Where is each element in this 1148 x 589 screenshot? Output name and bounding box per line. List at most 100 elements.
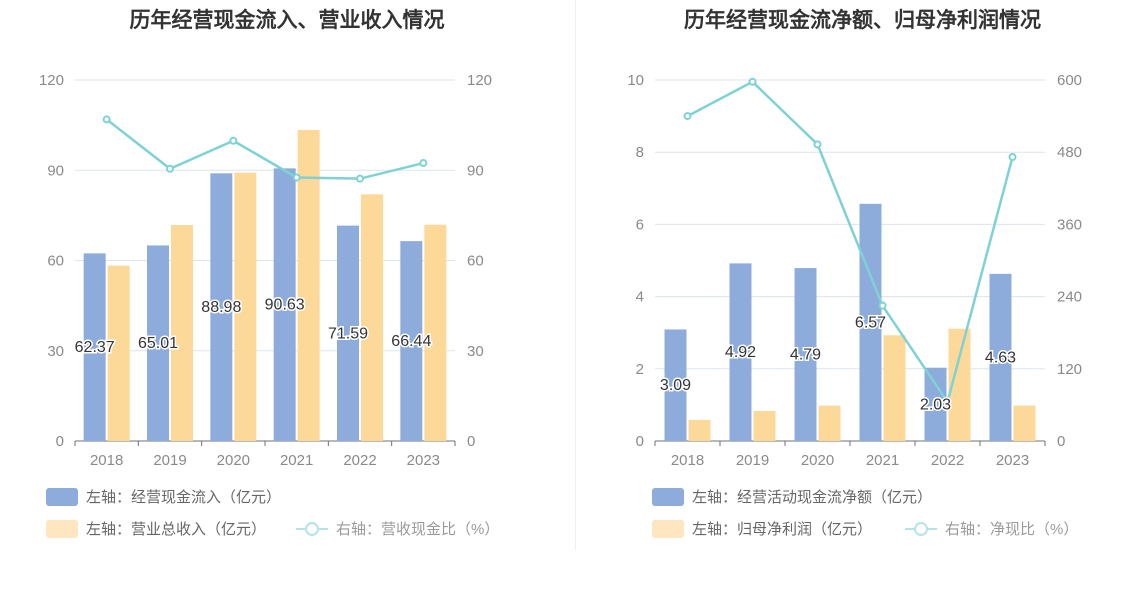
x-axis-tick-label: 2022 xyxy=(931,452,964,469)
x-axis-tick-label: 2019 xyxy=(736,452,769,469)
x-axis-tick-label: 2020 xyxy=(217,452,250,469)
data-label: 90.63 xyxy=(265,297,305,314)
data-label: 88.98 xyxy=(201,299,241,316)
bar-series-1 xyxy=(210,173,233,442)
left-axis-tick-label: 8 xyxy=(636,144,644,161)
bar-series-1 xyxy=(400,241,423,441)
bar-series-2 xyxy=(948,328,971,441)
data-label: 62.37 xyxy=(75,339,115,356)
bar-series-1 xyxy=(147,245,169,441)
bar-series-1 xyxy=(794,268,817,441)
data-label: 4.63 xyxy=(985,349,1016,366)
left-axis-tick-label: 4 xyxy=(636,289,644,306)
right-axis-tick-label: 60 xyxy=(467,253,484,270)
data-label: 4.79 xyxy=(790,347,821,364)
line-series xyxy=(686,80,1014,405)
data-label: 71.59 xyxy=(328,325,368,342)
legend-swatch xyxy=(652,488,684,506)
legend-swatch xyxy=(46,488,78,506)
legend-swatch xyxy=(46,520,78,538)
legend-line-marker xyxy=(914,522,928,536)
bar-series-2 xyxy=(171,225,193,441)
line-point xyxy=(419,159,428,168)
left-axis-tick-label: 2 xyxy=(636,361,644,378)
right-axis-tick-label: 120 xyxy=(467,72,492,89)
left-axis-tick-label: 10 xyxy=(627,72,644,89)
left-axis-tick-label: 30 xyxy=(47,343,64,360)
legend-line-marker xyxy=(305,522,319,536)
data-label: 3.09 xyxy=(660,377,691,394)
chart-title: 历年经营现金流入、营业收入情况 xyxy=(129,9,445,32)
bar-series-2 xyxy=(883,335,906,441)
data-label: 4.92 xyxy=(725,344,756,361)
x-axis-tick-label: 2023 xyxy=(996,452,1029,469)
bar-series-2 xyxy=(753,411,776,441)
line-point xyxy=(229,136,238,145)
line-series xyxy=(105,118,424,180)
line-point xyxy=(356,174,364,183)
line-point xyxy=(1008,153,1017,162)
left-axis-tick-label: 0 xyxy=(56,433,64,450)
line-point xyxy=(813,140,822,149)
panel-divider xyxy=(575,0,576,550)
bar-series-2 xyxy=(234,172,257,441)
x-axis-tick-label: 2019 xyxy=(153,452,186,469)
bar-series-2 xyxy=(361,194,383,441)
x-axis-tick-label: 2023 xyxy=(407,452,440,469)
chart-title: 历年经营现金流净额、归母净利润情况 xyxy=(684,9,1041,32)
line-point xyxy=(102,115,111,124)
bar-series-2 xyxy=(818,405,841,441)
x-axis-tick-label: 2021 xyxy=(280,452,313,469)
bar-series-1 xyxy=(664,329,687,441)
data-label: 2.03 xyxy=(920,396,951,413)
legend-label: 右轴：净现比（%） xyxy=(945,521,1078,538)
line-point xyxy=(748,77,757,86)
x-axis-tick-label: 2022 xyxy=(343,452,376,469)
right-axis-tick-label: 30 xyxy=(467,343,484,360)
left-axis-tick-label: 6 xyxy=(636,216,644,233)
bar-series-1 xyxy=(729,263,752,441)
legend-label: 左轴：营业总收入（亿元） xyxy=(86,521,266,538)
right-axis-tick-label: 600 xyxy=(1057,72,1082,89)
bar-series-1 xyxy=(273,168,296,442)
chart-cash-inflow-revenue: 0 0 30 30 60 60 90 90 120 120 2018 2019 2020 2021 2022… xyxy=(39,72,499,538)
data-label: 66.44 xyxy=(391,333,431,350)
x-axis-tick-label: 2018 xyxy=(671,452,704,469)
chart-net-cash-net-profit: 0 0 2 120 4 240 6 360 8 480 10 600 2018 2019 2020 2021 2… xyxy=(627,72,1082,538)
right-axis-tick-label: 120 xyxy=(1057,361,1082,378)
bar-series-2 xyxy=(424,224,447,441)
legend-label: 右轴：营收现金比（%） xyxy=(336,521,499,538)
bar-series-1 xyxy=(337,225,359,441)
left-axis-tick-label: 0 xyxy=(636,433,644,450)
right-axis-tick-label: 0 xyxy=(467,433,475,450)
bar-series-2 xyxy=(688,420,711,441)
x-axis-tick-label: 2021 xyxy=(866,452,899,469)
line-point xyxy=(943,397,952,406)
right-axis-tick-label: 0 xyxy=(1057,433,1065,450)
chart-panel-net-cash: 历年经营现金流净额、归母净利润情况 0 0 2 120 4 240 6 360 8 480 10 60… xyxy=(577,0,1148,560)
legend-swatch xyxy=(652,520,684,538)
bar-series-1 xyxy=(83,253,106,441)
right-axis-tick-label: 480 xyxy=(1057,144,1082,161)
line-point xyxy=(683,112,692,121)
legend-label: 左轴：经营活动现金流净额（亿元） xyxy=(692,489,932,506)
bar-series-1 xyxy=(924,367,947,441)
right-axis-tick-label: 90 xyxy=(467,162,484,179)
bar-series-1 xyxy=(989,273,1012,441)
legend-label: 左轴：经营现金流入（亿元） xyxy=(86,489,281,506)
left-axis-tick-label: 60 xyxy=(47,253,64,270)
chart-panel-cash-inflow: 历年经营现金流入、营业收入情况 0 0 30 30 60 60 90 90 120 120 2018… xyxy=(0,0,574,560)
legend-label: 左轴：归母净利润（亿元） xyxy=(692,521,872,538)
x-axis-tick-label: 2020 xyxy=(801,452,834,469)
bar-series-2 xyxy=(297,129,320,441)
x-axis-tick-label: 2018 xyxy=(90,452,123,469)
line-point xyxy=(878,301,887,310)
right-axis-tick-label: 360 xyxy=(1057,216,1082,233)
left-axis-tick-label: 120 xyxy=(39,72,64,89)
bar-series-2 xyxy=(107,265,130,441)
line-point xyxy=(292,173,301,182)
line-point xyxy=(166,164,174,173)
right-axis-tick-label: 240 xyxy=(1057,289,1082,306)
bar-series-2 xyxy=(1013,405,1036,441)
